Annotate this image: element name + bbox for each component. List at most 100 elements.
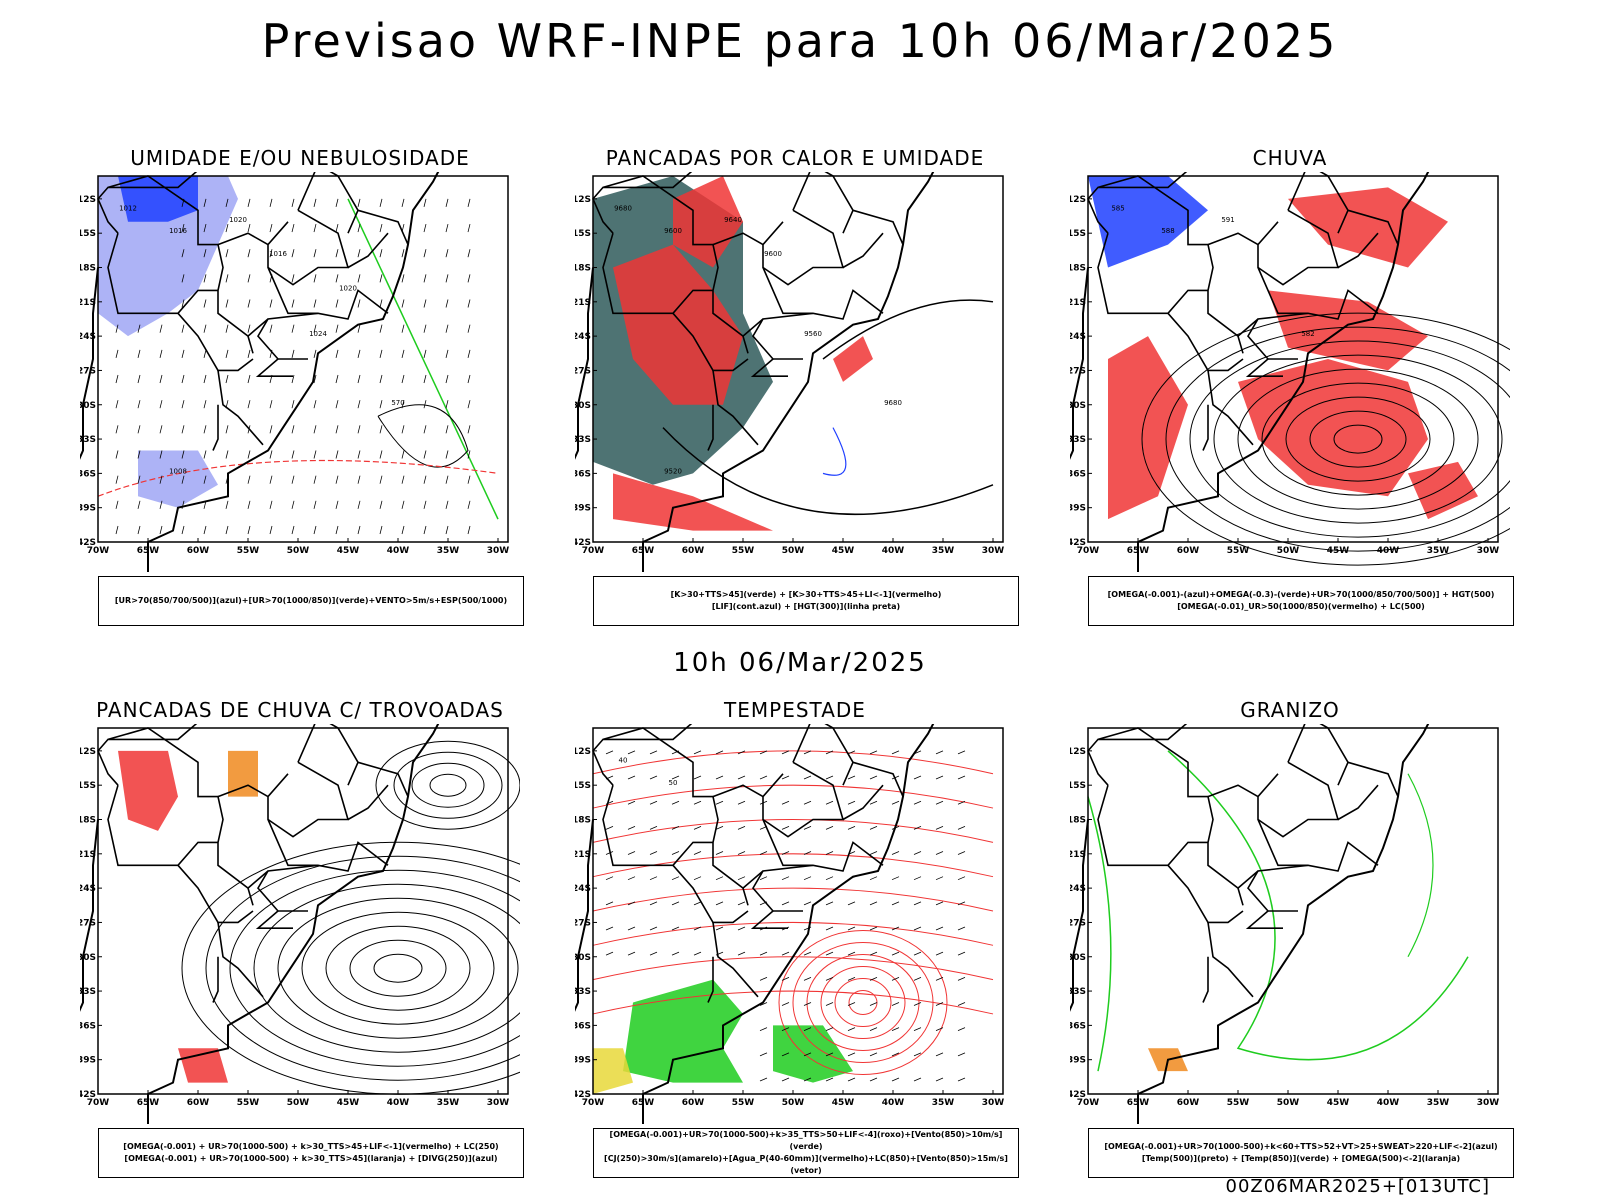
border-line xyxy=(742,870,764,889)
lat-tick-label: 24S xyxy=(575,332,591,342)
wind-vectors xyxy=(605,750,966,1082)
wind-arrow xyxy=(269,223,273,233)
wind-arrow xyxy=(869,775,878,780)
wind-arrow xyxy=(247,249,251,258)
lat-tick-label: 27S xyxy=(80,918,96,928)
wind-arrow xyxy=(715,775,724,780)
wind-arrow xyxy=(401,249,405,258)
panel-title: UMIDADE E/OU NEBULOSIDADE xyxy=(130,146,470,170)
wind-arrow xyxy=(825,1027,834,1032)
wind-arrow xyxy=(357,425,361,434)
data-shading xyxy=(623,979,743,1083)
wind-arrow xyxy=(957,800,966,805)
wind-arrow xyxy=(137,324,141,333)
border-line xyxy=(212,404,219,451)
wind-arrow xyxy=(137,500,141,509)
wind-arrow xyxy=(935,851,944,855)
contour-line xyxy=(778,930,948,1075)
coastline xyxy=(1070,819,1089,1012)
wind-arrow xyxy=(935,1002,944,1006)
wind-arrow xyxy=(781,901,790,906)
wind-arrow xyxy=(379,198,383,207)
border-line xyxy=(592,172,693,234)
border-line xyxy=(107,175,254,354)
wind-arrow xyxy=(291,450,295,459)
border-line xyxy=(1245,910,1283,929)
wind-arrow xyxy=(335,500,339,509)
wind-arrow xyxy=(467,198,471,207)
border-line xyxy=(592,724,693,786)
wind-arrow xyxy=(759,951,768,956)
lat-tick-label: 15S xyxy=(1070,229,1086,239)
plot-frame xyxy=(592,175,1004,543)
wind-arrow xyxy=(379,500,383,509)
wind-arrow xyxy=(159,349,163,358)
wind-arrow xyxy=(803,951,812,956)
wind-arrow xyxy=(869,1002,878,1006)
lat-tick-label: 12S xyxy=(575,747,591,757)
lon-tick-label: 70W xyxy=(1077,546,1100,556)
wind-arrow xyxy=(913,926,922,931)
wind-arrow xyxy=(781,775,790,780)
lat-tick-label: 42S xyxy=(80,538,96,548)
border-line xyxy=(842,232,884,269)
lon-tick-label: 35W xyxy=(437,546,460,556)
wind-arrow xyxy=(891,901,900,906)
wind-arrow xyxy=(847,951,856,956)
border-line xyxy=(602,175,749,354)
contour-line xyxy=(377,404,469,468)
plot-frame xyxy=(1087,727,1499,1095)
wind-arrow xyxy=(225,198,229,207)
wind-arrow xyxy=(269,500,273,509)
wind-arrow xyxy=(891,951,900,956)
border-line xyxy=(1202,956,1209,1003)
wind-arrow xyxy=(847,926,856,931)
lon-tick-label: 65W xyxy=(1127,1098,1150,1108)
contour-line xyxy=(592,956,994,981)
wind-arrow xyxy=(467,249,471,258)
lat-tick-label: 39S xyxy=(1070,1056,1086,1066)
border-line xyxy=(107,784,218,867)
map-layer xyxy=(1070,724,1469,1124)
wind-arrow xyxy=(737,825,746,830)
wind-arrow xyxy=(935,800,944,805)
contour-line xyxy=(834,978,892,1027)
contour-label: 1020 xyxy=(339,284,357,292)
wind-arrow xyxy=(445,349,449,358)
panel-title: GRANIZO xyxy=(1240,698,1340,722)
lat-tick-label: 36S xyxy=(80,1021,96,1031)
legend-line: [UR>70(850/700/500)](azul)+[UR>70(1000/8… xyxy=(114,596,508,605)
wind-arrow xyxy=(357,374,361,384)
border-line xyxy=(1097,784,1208,867)
wind-arrow xyxy=(357,198,361,207)
wind-arrow xyxy=(225,450,229,459)
lat-tick-label: 36S xyxy=(1070,469,1086,479)
wind-arrow xyxy=(247,274,251,283)
border-line xyxy=(842,784,884,821)
wind-arrow xyxy=(891,851,900,855)
wind-arrow xyxy=(357,324,361,333)
contour-line xyxy=(373,953,423,983)
contour-line xyxy=(1309,410,1407,468)
legend-trovoadas: [OMEGA(-0.001) + UR>70(1000-500) + k>30_… xyxy=(98,1128,524,1178)
legend-granizo: [OMEGA(-0.001)+UR>70(1000-500)+k<60+TTS>… xyxy=(1088,1128,1514,1178)
data-shading xyxy=(673,176,743,268)
border-line xyxy=(1237,870,1259,889)
map-layer xyxy=(1070,172,1510,572)
lat-tick-label: 36S xyxy=(575,1021,591,1031)
border-line xyxy=(1347,761,1399,797)
wind-arrow xyxy=(225,223,229,233)
wind-arrow xyxy=(335,349,339,358)
map-layer xyxy=(80,172,499,572)
wind-arrow xyxy=(847,1077,856,1082)
wind-arrow xyxy=(313,500,317,509)
wind-arrow xyxy=(357,249,361,258)
wind-arrow xyxy=(803,825,812,830)
lat-tick-label: 33S xyxy=(575,435,591,445)
wind-arrow xyxy=(693,901,702,906)
contour-line xyxy=(592,784,994,809)
legend-line: [OMEGA(-0.001)+UR>70(1000-500)+k>35_TTS>… xyxy=(609,1130,1003,1151)
wind-arrow xyxy=(269,475,273,484)
wind-arrow xyxy=(181,475,185,484)
legend-line: [CJ(250)>30m/s](amarelo)+[Agua_P(40-60mm… xyxy=(604,1154,1008,1175)
